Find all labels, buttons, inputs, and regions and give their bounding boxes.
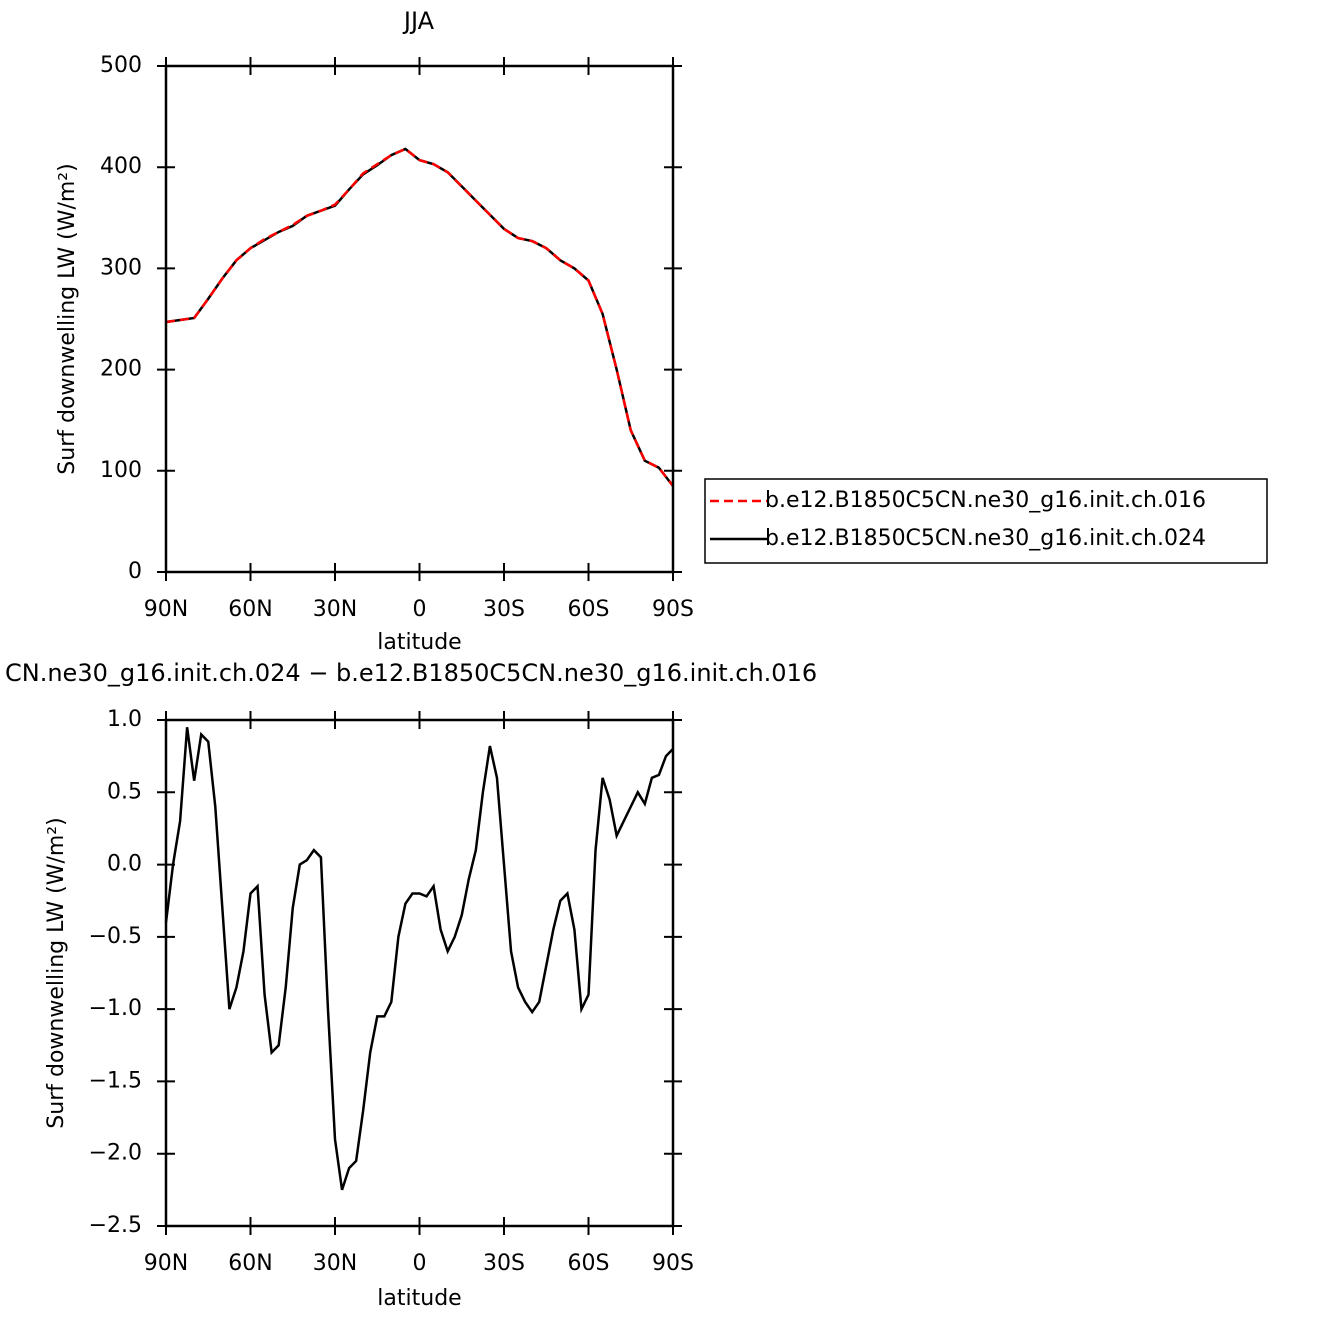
x-tick-label: 90S — [652, 597, 694, 622]
plot-frame — [164, 64, 675, 574]
x-tick-label: 30N — [313, 1251, 357, 1276]
y-tick-label: 1.0 — [107, 707, 142, 732]
x-axis-label: latitude — [377, 1286, 461, 1311]
y-tick-label: 300 — [100, 255, 142, 280]
y-tick-label: −0.5 — [89, 924, 142, 949]
x-tick-label: 30S — [483, 1251, 525, 1276]
data-line — [165, 147, 674, 487]
legend-label: b.e12.B1850C5CN.ne30_g16.init.ch.016 — [765, 488, 1206, 513]
y-tick-label: 400 — [100, 154, 142, 179]
x-tick-label: 60N — [228, 597, 272, 622]
y-tick-label: −2.0 — [89, 1141, 142, 1166]
y-tick-label: 0 — [128, 559, 142, 584]
legend-label: b.e12.B1850C5CN.ne30_g16.init.ch.024 — [765, 526, 1206, 551]
y-tick-label: −1.0 — [89, 996, 142, 1021]
x-tick-label: 0 — [413, 597, 427, 622]
legend-box — [704, 478, 1268, 564]
x-tick-label: 60S — [568, 1251, 610, 1276]
y-tick-label: −1.5 — [89, 1068, 142, 1093]
data-line — [164, 727, 674, 1191]
x-tick-label: 60S — [568, 597, 610, 622]
y-tick-label: −2.5 — [89, 1213, 142, 1238]
y-tick-label: 100 — [100, 458, 142, 483]
chart-title: JJA — [402, 7, 435, 35]
data-line — [165, 147, 674, 487]
y-tick-label: 200 — [100, 357, 142, 382]
x-tick-label: 90S — [652, 1251, 694, 1276]
y-axis-label: Surf downwelling LW (W/m²) — [44, 817, 69, 1128]
x-tick-label: 30N — [313, 597, 357, 622]
y-tick-label: 0.5 — [107, 779, 142, 804]
y-axis-label: Surf downwelling LW (W/m²) — [55, 163, 80, 474]
x-tick-label: 60N — [228, 1251, 272, 1276]
x-tick-label: 0 — [413, 1251, 427, 1276]
y-tick-label: 0.0 — [107, 852, 142, 877]
x-axis-label: latitude — [377, 630, 461, 655]
plot-frame — [164, 718, 675, 1228]
y-tick-label: 500 — [100, 53, 142, 78]
chart-title: CN.ne30_g16.init.ch.024 − b.e12.B1850C5C… — [5, 659, 817, 687]
x-tick-label: 90N — [144, 1251, 188, 1276]
x-tick-label: 30S — [483, 597, 525, 622]
x-tick-label: 90N — [144, 597, 188, 622]
